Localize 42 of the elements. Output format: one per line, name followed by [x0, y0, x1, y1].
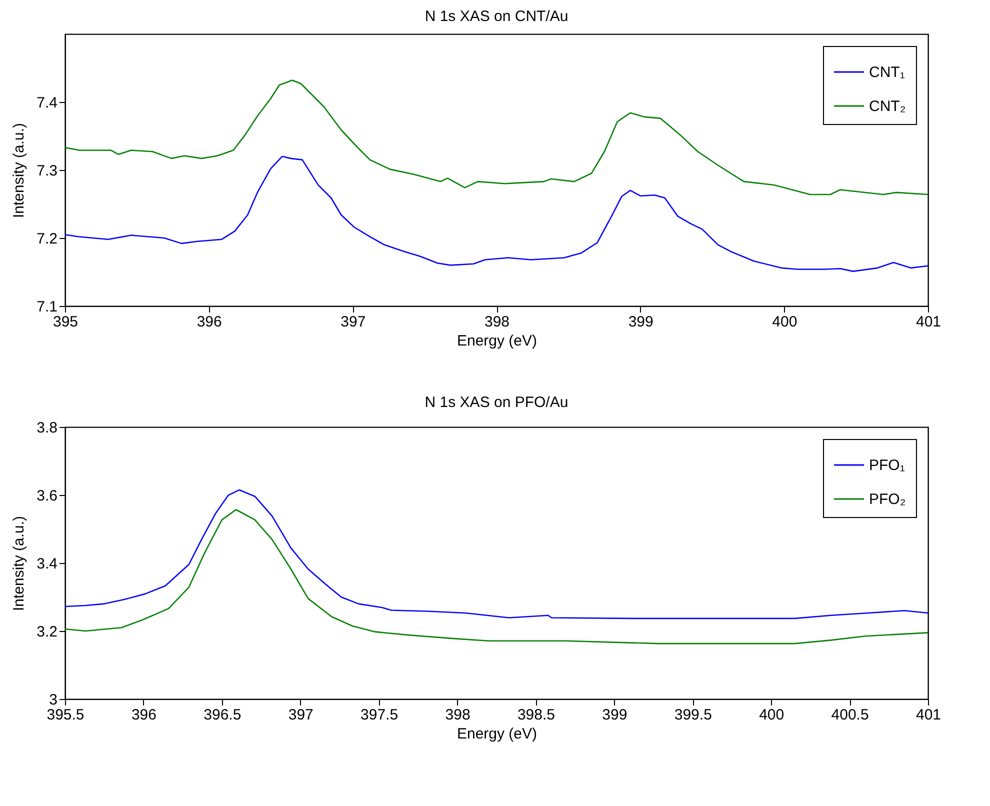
- x-tick-label: 400: [759, 706, 784, 724]
- legend-label: CNT₂: [869, 98, 906, 115]
- legend-label: CNT₁: [869, 64, 905, 81]
- x-tick-label: 398.5: [517, 706, 555, 724]
- y-axis-title: Intensity (a.u.): [10, 122, 28, 218]
- x-tick-label: 398: [484, 314, 510, 330]
- y-tick-label: 7.3: [36, 162, 58, 180]
- x-tick-label: 397: [340, 314, 366, 330]
- x-tick-label: 400.5: [831, 706, 869, 724]
- x-tick-label: 397.5: [360, 706, 398, 724]
- chart-title: N 1s XAS on PFO/Au: [424, 394, 568, 411]
- legend-label: PFO₂: [869, 491, 906, 508]
- x-tick-label: 396.5: [204, 706, 242, 724]
- chart-title: N 1s XAS on CNT/Au: [424, 8, 568, 25]
- x-tick-label: 398: [445, 706, 470, 724]
- line-series: [65, 489, 928, 620]
- x-tick-label: 396: [131, 706, 156, 724]
- x-tick-label: 395: [52, 314, 78, 330]
- x-tick-label: 401: [916, 706, 942, 724]
- y-tick-label: 3.2: [36, 624, 58, 640]
- line-series: [65, 508, 928, 644]
- x-axis-title: Energy (eV): [456, 726, 538, 742]
- y-tick-label: 7.4: [36, 94, 58, 112]
- x-tick-label: 399: [628, 314, 654, 330]
- line-series: [65, 80, 928, 196]
- y-tick-label: 3.6: [36, 488, 58, 504]
- x-tick-label: 399: [602, 706, 628, 724]
- legend-label: PFO₁: [869, 457, 905, 474]
- x-axis-title: Energy (eV): [456, 332, 538, 350]
- y-tick-label: 7.2: [36, 230, 58, 248]
- y-tick-label: 3.4: [36, 556, 58, 572]
- x-tick-label: 395.5: [46, 706, 84, 724]
- x-tick-label: 397: [288, 706, 314, 724]
- x-tick-label: 400: [772, 314, 798, 330]
- x-tick-label: 401: [916, 314, 942, 330]
- y-tick-label: 3: [49, 692, 58, 708]
- x-tick-label: 396: [196, 314, 222, 330]
- line-series: [65, 156, 928, 272]
- y-tick-label: 7.1: [36, 298, 58, 316]
- y-tick-label: 3.8: [36, 420, 58, 436]
- y-axis-title: Intensity (a.u.): [10, 516, 28, 612]
- x-tick-label: 399.5: [674, 706, 712, 724]
